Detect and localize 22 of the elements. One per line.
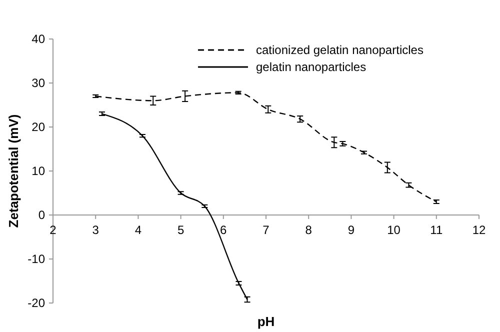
x-tick-label: 7 <box>262 223 270 237</box>
y-tick-label: 30 <box>32 76 46 90</box>
y-tick-label: -20 <box>28 296 46 310</box>
legend-label: cationized gelatin nanoparticles <box>256 43 424 58</box>
x-tick-label: 8 <box>305 223 312 237</box>
x-tick-label: 12 <box>472 223 486 237</box>
y-tick-label: 40 <box>32 32 46 46</box>
x-axis-title: pH <box>257 314 275 329</box>
y-tick-label: 10 <box>32 164 46 178</box>
x-tick-label: 4 <box>134 223 142 237</box>
x-tick-label: 9 <box>348 223 355 237</box>
y-tick-label: -10 <box>28 252 46 266</box>
x-tick-label: 5 <box>177 223 184 237</box>
x-tick-label: 2 <box>50 223 57 237</box>
x-tick-label: 3 <box>92 223 100 237</box>
x-tick-label: 6 <box>220 223 228 237</box>
x-tick-label: 11 <box>430 223 443 237</box>
y-axis-title: Zetapotential (mV) <box>6 114 21 228</box>
x-tick-label: 10 <box>387 223 401 237</box>
y-tick-label: 0 <box>38 208 46 222</box>
legend-label: gelatin nanoparticles <box>256 60 366 74</box>
y-tick-label: 20 <box>32 120 46 134</box>
